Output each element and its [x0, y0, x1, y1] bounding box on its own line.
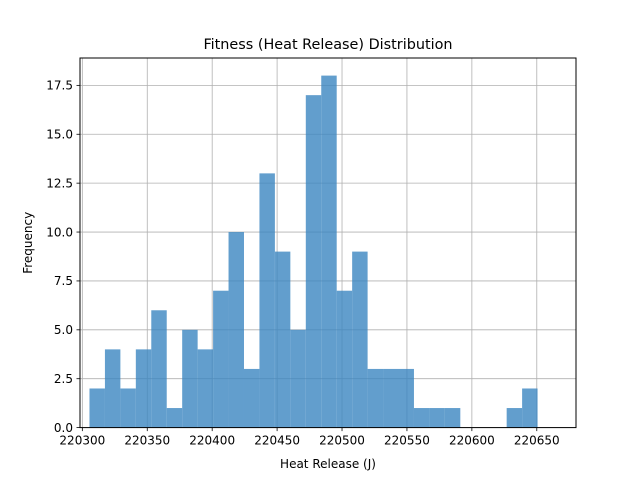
histogram-bar — [321, 75, 337, 428]
y-tick-label: 0.0 — [54, 421, 73, 435]
x-axis-ticks: 220300 220350 220400 220450 220500 220550 2206… — [59, 427, 560, 448]
y-axis-label: Frequency — [21, 212, 35, 274]
histogram-bar — [243, 368, 260, 428]
histogram-bar — [305, 95, 322, 428]
histogram-bar — [352, 251, 368, 428]
x-tick-label: 220300 — [59, 434, 105, 448]
histogram-bar — [274, 251, 291, 428]
histogram-bar — [104, 349, 121, 428]
y-tick-label: 15.0 — [46, 128, 73, 142]
histogram-bar — [429, 408, 445, 428]
y-tick-label: 2.5 — [54, 372, 73, 386]
x-tick-label: 220350 — [124, 434, 170, 448]
histogram-bar — [506, 408, 523, 428]
x-tick-label: 220500 — [319, 434, 365, 448]
histogram-bars — [89, 75, 538, 428]
y-tick-label: 5.0 — [54, 323, 73, 337]
x-tick-label: 220450 — [254, 434, 300, 448]
histogram-bar — [259, 173, 275, 428]
histogram-bar — [367, 368, 384, 428]
y-axis-ticks: 0.0 2.5 5.0 7.5 10.0 12.5 15.0 17.5 — [46, 79, 80, 435]
histogram-bar — [290, 329, 306, 428]
histogram-bar — [522, 388, 538, 428]
x-tick-label: 220550 — [384, 434, 430, 448]
y-tick-label: 7.5 — [54, 274, 73, 288]
y-tick-label: 17.5 — [46, 79, 73, 93]
histogram-bar — [135, 349, 152, 428]
plot-frame — [79, 57, 577, 429]
histogram-bar — [336, 290, 353, 428]
histogram-bar — [197, 349, 214, 428]
histogram-bar — [444, 408, 461, 428]
histogram-bar — [151, 310, 167, 428]
y-tick-label: 12.5 — [46, 176, 73, 190]
histogram-bar — [120, 388, 136, 428]
histogram-bar — [166, 408, 183, 428]
histogram-bar — [413, 408, 430, 428]
x-tick-label: 220400 — [189, 434, 235, 448]
histogram-bar — [213, 290, 229, 428]
y-tick-label: 10.0 — [46, 225, 73, 239]
histogram-bar — [383, 368, 399, 428]
x-tick-label: 220600 — [449, 434, 495, 448]
chart-title: Fitness (Heat Release) Distribution — [203, 37, 452, 53]
histogram-bar — [89, 388, 105, 428]
histogram-bar — [398, 368, 414, 428]
histogram-bar — [228, 232, 244, 428]
x-axis-label: Heat Release (J) — [280, 457, 376, 471]
x-tick-label: 220650 — [514, 434, 560, 448]
histogram-bar — [182, 329, 198, 428]
